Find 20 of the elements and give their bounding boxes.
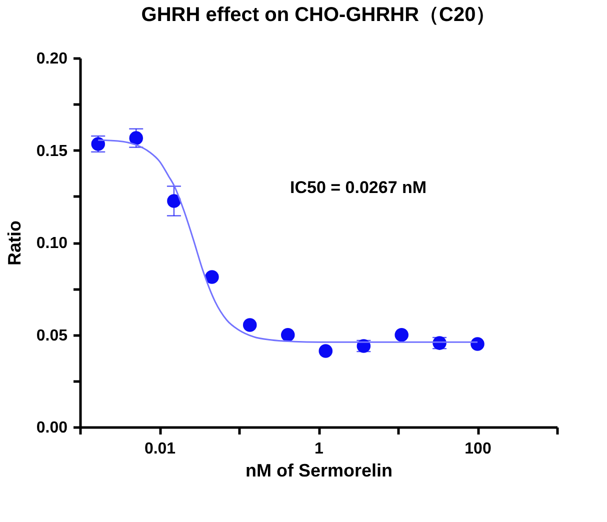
point bbox=[394, 328, 408, 342]
point bbox=[205, 270, 219, 284]
point bbox=[318, 344, 333, 358]
y-tick-label: 0.10 bbox=[36, 235, 68, 252]
y-tick-label: 0.00 bbox=[36, 420, 68, 436]
point bbox=[242, 318, 257, 332]
point bbox=[470, 337, 484, 351]
y-tick-label: 0.05 bbox=[36, 327, 68, 344]
point bbox=[280, 328, 295, 342]
point bbox=[167, 194, 181, 208]
y-tick-label: 0.20 bbox=[36, 50, 68, 68]
y-axis-title: Ratio bbox=[4, 220, 24, 266]
chart-title: GHRH effect on CHO-GHRHR（C20） bbox=[141, 4, 496, 26]
point bbox=[129, 131, 144, 145]
x-axis-title: nM of Sermorelin bbox=[245, 460, 393, 480]
y-tick-label: 0.15 bbox=[36, 142, 68, 160]
annotation: IC50 = 0.0267 nM bbox=[290, 178, 427, 197]
x-tick-label: 100 bbox=[464, 440, 492, 458]
x-tick-label: 1 bbox=[314, 440, 324, 458]
x-tick-label: 0.01 bbox=[144, 440, 176, 458]
